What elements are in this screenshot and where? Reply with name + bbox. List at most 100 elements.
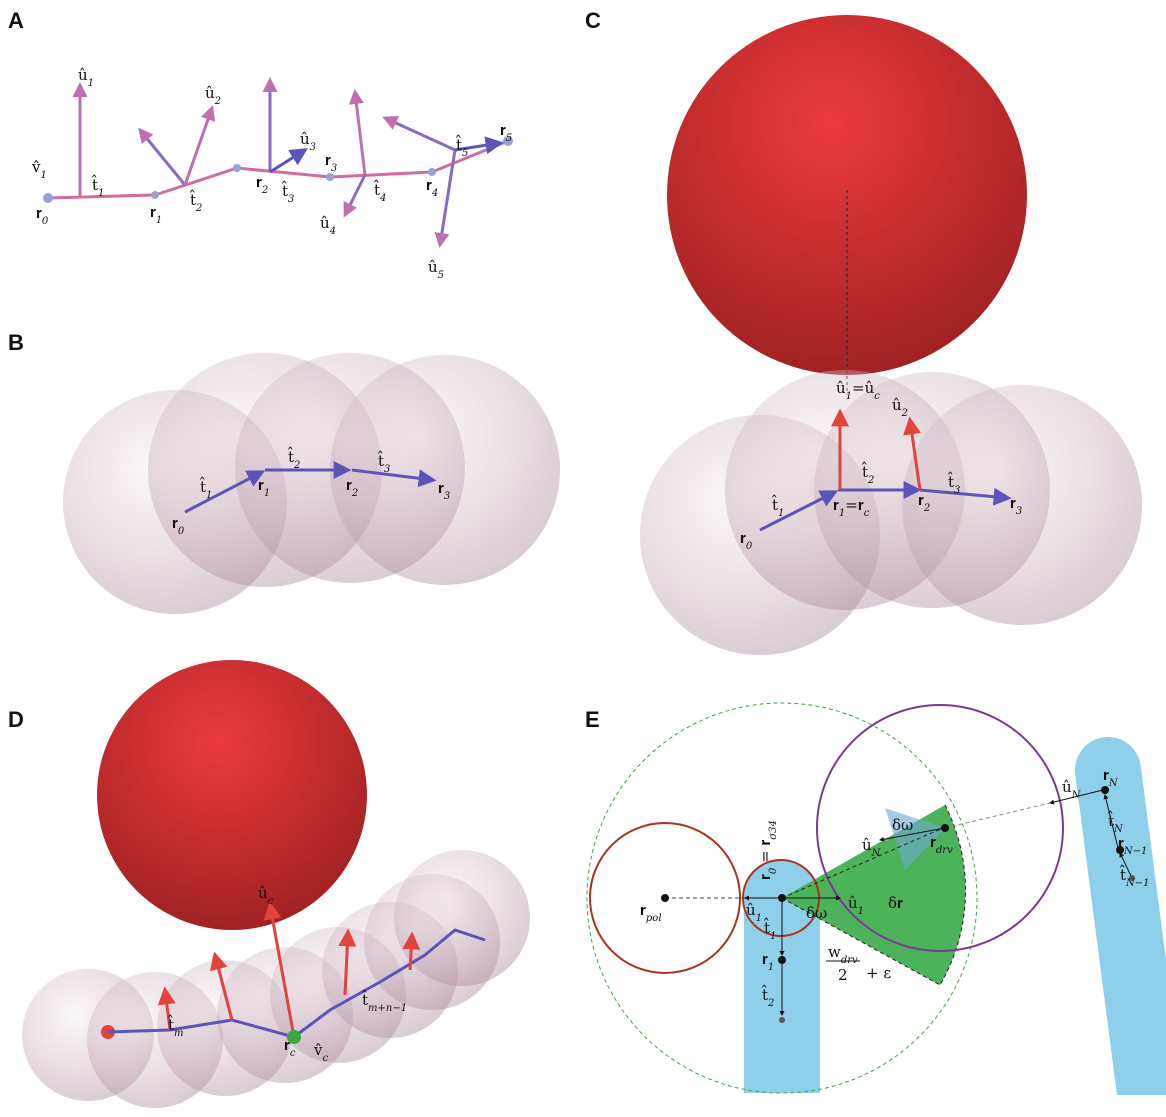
- label-text: t̂: [377, 451, 384, 470]
- red-sphere: [97, 660, 367, 930]
- label-text: û: [1062, 778, 1072, 796]
- subscript: N: [1071, 790, 1082, 801]
- math-label: 𝐫5: [500, 121, 512, 144]
- label-text: t̂: [361, 990, 368, 1009]
- dashed-line: [945, 803, 1050, 828]
- math-label: 𝐫4: [426, 176, 438, 199]
- subscript: 1: [156, 215, 162, 226]
- figure: Aû1v̂1t̂1𝐫0𝐫1t̂2û2𝐫2û3t̂3𝐫3û4t̂4𝐫4t̂5𝐫5û…: [0, 0, 1166, 1117]
- red-sphere: [667, 15, 1027, 375]
- math-label: t̂3: [281, 181, 294, 205]
- label-text: û: [78, 66, 88, 84]
- arrow: [270, 150, 305, 172]
- subscript: 5: [438, 270, 444, 281]
- subscript: 2: [293, 460, 300, 471]
- subscript: 2: [867, 475, 874, 486]
- subscript: 1: [768, 962, 774, 973]
- math-label: 𝐫0: [36, 204, 49, 227]
- arrow: [185, 108, 212, 185]
- point: [233, 164, 241, 172]
- subscript: 2: [901, 408, 908, 419]
- label-text: t̂: [287, 447, 294, 466]
- label-text: û: [205, 84, 215, 102]
- math-label: û2: [205, 84, 221, 107]
- label-text: û: [428, 258, 438, 276]
- label-text: t̂: [199, 477, 206, 496]
- subscript: 3: [331, 163, 337, 174]
- subscript: 4: [329, 226, 336, 237]
- label-text: t̂: [761, 985, 768, 1004]
- subscript: 1: [778, 508, 784, 519]
- subscript: N: [1113, 824, 1124, 835]
- subscript: 2: [923, 503, 930, 514]
- point: [779, 1017, 785, 1023]
- math-label: 𝐫3: [325, 151, 337, 174]
- label-text: t̂: [771, 495, 778, 514]
- subscript: 5: [506, 133, 512, 144]
- subscript: 2: [767, 998, 774, 1009]
- subscript: 3: [288, 194, 294, 205]
- panel-e: [587, 703, 1166, 1117]
- arrow: [410, 935, 412, 970]
- arrow: [140, 130, 185, 185]
- subscript: N: [871, 848, 882, 859]
- panel-letter: C: [585, 8, 601, 33]
- label-text: t̂: [167, 1015, 174, 1034]
- label-text: û: [746, 901, 756, 919]
- subscript: 4: [379, 193, 386, 204]
- panel-letter: B: [8, 330, 24, 355]
- subscript: 1: [756, 913, 762, 924]
- subscript: 0: [746, 541, 753, 552]
- math-label: δω: [892, 816, 913, 834]
- subscript: 2: [214, 96, 221, 107]
- panel-letter: A: [8, 8, 24, 33]
- subscript: N−1: [1123, 846, 1148, 857]
- subscript: 3: [954, 485, 960, 496]
- panel-b: [63, 353, 560, 614]
- point: [778, 956, 786, 964]
- label-text: w: [828, 943, 841, 961]
- label-text: = 𝐫: [756, 840, 774, 868]
- label-text: t̂: [861, 462, 868, 481]
- subscript: c: [268, 896, 274, 907]
- point: [778, 894, 786, 902]
- subscript: 3: [310, 142, 316, 153]
- math-label: v̂1: [31, 158, 47, 181]
- subscript: 5: [462, 148, 468, 159]
- point: [151, 191, 159, 199]
- point: [428, 168, 436, 176]
- label-text: û: [892, 396, 902, 414]
- math-label: t̂5: [455, 135, 468, 159]
- subscript: 2: [195, 203, 202, 214]
- subscript: 1: [858, 906, 864, 917]
- label-text: =û: [852, 379, 875, 397]
- label-text: t̂: [281, 181, 288, 200]
- label-text: δ𝐫: [888, 894, 903, 912]
- subscript: 1: [40, 170, 46, 181]
- panel-letter: D: [8, 707, 24, 732]
- subscript: 2: [261, 185, 268, 196]
- subscript: 1: [770, 931, 776, 942]
- point: [43, 193, 53, 203]
- label-text: û: [300, 130, 310, 148]
- point: [941, 824, 949, 832]
- panel-a: [43, 80, 513, 245]
- subscript: c: [864, 508, 870, 519]
- subscript: 0: [42, 216, 49, 227]
- label-text: t̂: [1107, 811, 1114, 830]
- points: [43, 136, 513, 203]
- subscript: c: [322, 1053, 328, 1064]
- math-label: t̂4: [373, 180, 386, 204]
- arrow: [385, 118, 455, 150]
- math-label: t̂2: [189, 190, 202, 214]
- subscript: 3: [444, 491, 450, 502]
- label-text: û: [848, 894, 858, 912]
- subscript: m: [174, 1028, 183, 1039]
- subscript: 0: [178, 526, 185, 537]
- label-text: t̂: [1119, 865, 1126, 884]
- subscript: 1: [206, 490, 212, 501]
- label-text: û: [862, 836, 872, 854]
- math-label: 𝐫1: [150, 203, 162, 226]
- math-label: 2: [838, 966, 848, 984]
- label-text: t̂: [189, 190, 196, 209]
